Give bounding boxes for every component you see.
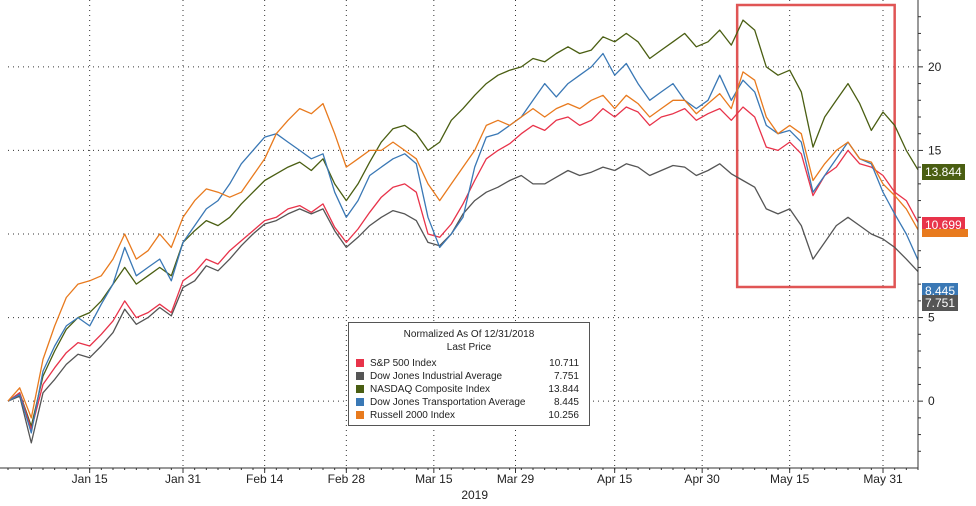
legend-swatch [356, 385, 364, 393]
y-tick-label: 15 [928, 143, 942, 157]
last-value-tag: 7.751 [922, 295, 959, 311]
x-tick-label: Mar 29 [497, 472, 535, 486]
last-value-tag [922, 229, 968, 237]
highlight-box [735, 3, 896, 289]
last-value-tag: 13.844 [922, 164, 965, 180]
y-tick-label: 20 [928, 60, 942, 74]
x-axis-label: 2019 [461, 488, 488, 502]
legend-series-value: 7.751 [553, 371, 579, 382]
x-tick-label: Jan 15 [72, 472, 108, 486]
axes: 0 5 15 20 Jan 15 Jan 31 Feb 14 Feb 28 Mar 15 Mar … [0, 0, 942, 502]
series-line-3 [7, 52, 919, 434]
legend-series-value: 10.711 [549, 358, 579, 369]
y-tick-label: 5 [928, 311, 935, 325]
legend-series-name: NASDAQ Composite Index [370, 384, 491, 395]
legend-title: Normalized As Of 12/31/2018 [403, 329, 535, 340]
legend-entry: NASDAQ Composite Index 13.844 [356, 383, 589, 396]
legend-entry: Russell 2000 Index 10.256 [356, 409, 589, 422]
highlight-box-layer [735, 3, 896, 289]
legend-entry: Dow Jones Transportation Average 8.445 [356, 396, 589, 409]
legend-swatch [356, 359, 364, 367]
legend-entry: Dow Jones Industrial Average 7.751 [356, 370, 589, 383]
legend-series-name: Russell 2000 Index [370, 410, 456, 421]
legend-series-name: S&P 500 Index [370, 358, 437, 369]
legend-series-value: 13.844 [548, 384, 579, 395]
legend-subtitle: Last Price [446, 342, 492, 353]
legend-swatch [356, 398, 364, 406]
x-tick-label: Feb 28 [328, 472, 366, 486]
chart-legend: Normalized As Of 12/31/2018 Last Price S… [348, 322, 590, 426]
x-tick-label: Jan 31 [165, 472, 201, 486]
series-line-4 [7, 71, 919, 419]
series-line-2 [7, 19, 919, 427]
legend-series-name: Dow Jones Industrial Average [370, 371, 503, 382]
legend-entry: S&P 500 Index 10.711 [356, 357, 589, 370]
legend-swatch [356, 411, 364, 419]
x-tick-label: Apr 30 [684, 472, 720, 486]
legend-series-value: 10.256 [548, 410, 579, 421]
series-line-0 [7, 106, 919, 431]
series-line-1 [7, 163, 919, 444]
legend-series-value: 8.445 [553, 397, 579, 408]
y-tick-label: 0 [928, 394, 935, 408]
x-tick-label: May 31 [863, 472, 903, 486]
x-tick-label: Mar 15 [415, 472, 453, 486]
x-tick-label: Apr 15 [597, 472, 633, 486]
x-tick-label: May 15 [770, 472, 810, 486]
legend-swatch [356, 372, 364, 380]
legend-series-name: Dow Jones Transportation Average [370, 397, 526, 408]
x-tick-label: Feb 14 [246, 472, 284, 486]
series-lines [7, 19, 919, 444]
